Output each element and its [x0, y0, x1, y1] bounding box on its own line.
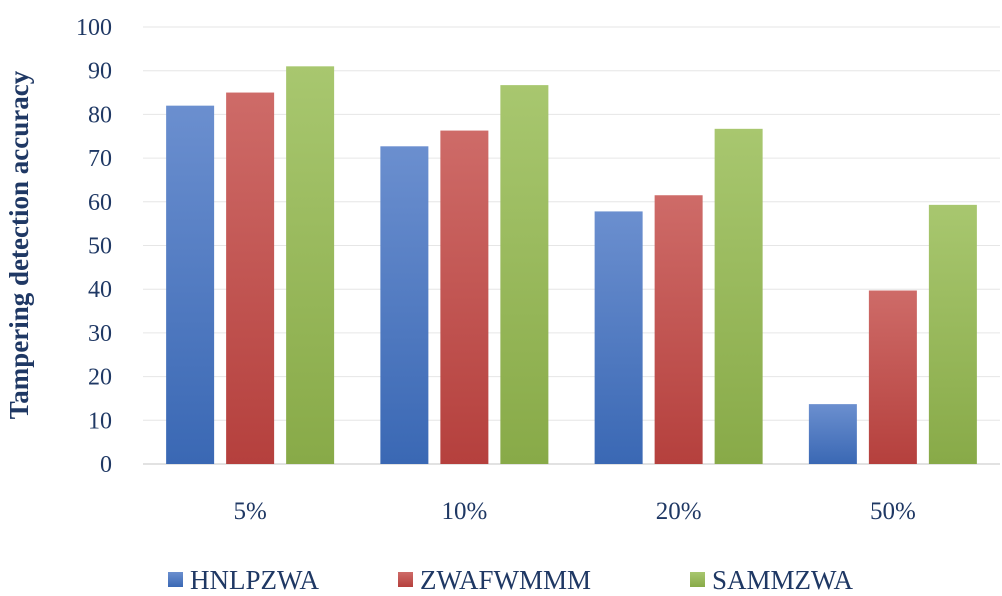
- y-tick-label: 100: [76, 15, 112, 41]
- gridlines: [143, 26, 1000, 465]
- y-tick-label: 80: [88, 102, 112, 128]
- bar-hnlpzwa-5pct: [166, 105, 215, 464]
- legend-swatch-zwafwmmm: [398, 572, 413, 587]
- y-axis-title: Tampering detection accuracy: [4, 70, 34, 419]
- bar-sammzwa-20pct: [714, 128, 763, 465]
- legend-swatch-sammzwa: [690, 572, 705, 587]
- y-tick-label: 90: [88, 59, 112, 85]
- bars: [166, 66, 977, 465]
- bar-zwafwmmm-10pct: [440, 130, 489, 464]
- legend-swatch-hnlpzwa: [168, 572, 183, 587]
- y-tick-label: 30: [88, 321, 112, 347]
- x-tick-label: 50%: [870, 498, 916, 525]
- legend-label-hnlpzwa: HNLPZWA: [190, 565, 319, 595]
- x-tick-label: 20%: [656, 498, 702, 525]
- y-axis-tick-labels: 0 10 20 30 40 50 60 70 80 90 100: [76, 15, 112, 478]
- y-tick-label: 10: [88, 408, 112, 434]
- y-tick-label: 50: [88, 234, 112, 260]
- bar-zwafwmmm-5pct: [226, 92, 275, 465]
- bar-zwafwmmm-20pct: [654, 195, 703, 464]
- legend: HNLPZWA ZWAFWMMM SAMMZWA: [168, 565, 854, 595]
- x-tick-label: 5%: [233, 498, 266, 525]
- bar-sammzwa-50pct: [928, 204, 977, 464]
- bar-hnlpzwa-10pct: [380, 146, 429, 464]
- bar-sammzwa-10pct: [500, 85, 549, 464]
- legend-label-zwafwmmm: ZWAFWMMM: [420, 565, 591, 595]
- legend-label-sammzwa: SAMMZWA: [712, 565, 854, 595]
- x-axis-category-labels: 5% 10% 20% 50%: [233, 498, 915, 525]
- y-tick-label: 70: [88, 146, 112, 172]
- y-tick-label: 0: [100, 452, 112, 478]
- bar-hnlpzwa-20pct: [594, 211, 643, 464]
- bar-zwafwmmm-50pct: [868, 290, 917, 464]
- y-tick-label: 40: [88, 277, 112, 303]
- y-tick-label: 20: [88, 365, 112, 391]
- bar-sammzwa-5pct: [286, 66, 335, 464]
- bar-hnlpzwa-50pct: [808, 404, 857, 464]
- x-tick-label: 10%: [441, 498, 487, 525]
- y-tick-label: 60: [88, 190, 112, 216]
